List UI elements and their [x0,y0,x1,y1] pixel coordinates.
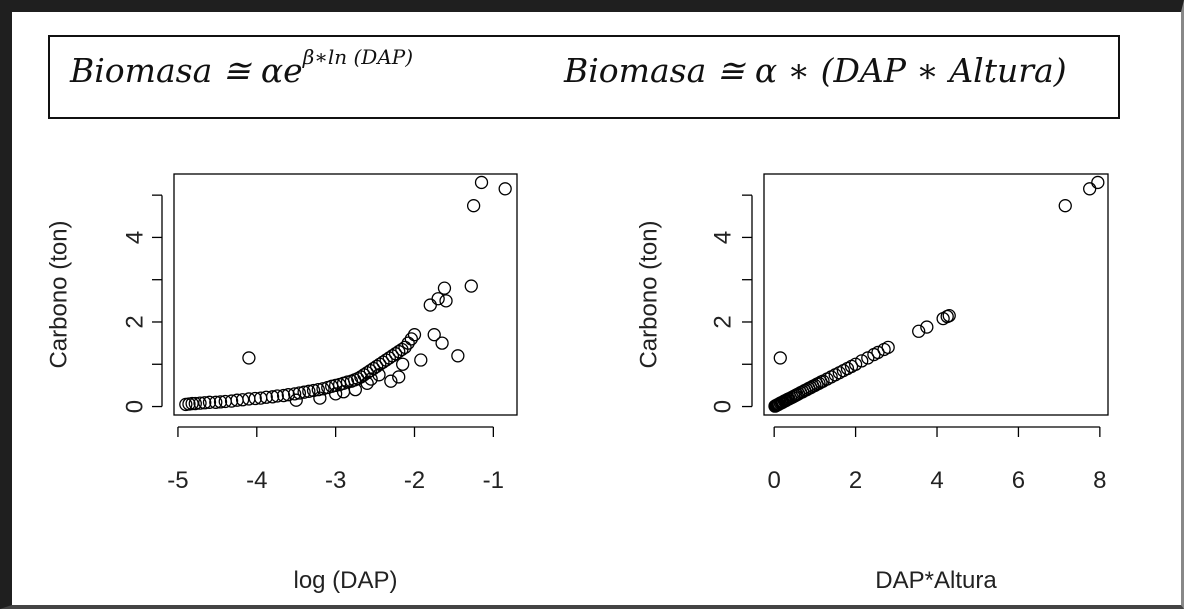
y-tick-label: 0 [709,400,736,413]
x-tick-label: 6 [1012,467,1025,494]
data-point [265,390,280,404]
x-tick-label: -5 [167,467,188,494]
data-point [276,388,291,403]
x-tick-label: -2 [404,467,425,494]
data-point [427,328,441,342]
data-point [328,387,343,401]
data-point [855,354,869,368]
data-point [372,368,386,382]
data-point [435,336,449,350]
y-tick-label: 4 [709,231,736,244]
data-point [209,395,223,409]
data-point [364,372,378,386]
x-axis-title: log (DAP) [293,567,397,594]
formula-box: Biomasa ≅ αeβ∗ln (DAP) Biomasa ≅ α ∗ (DA… [48,35,1120,119]
x-tick-label: -3 [325,467,346,494]
data-point [316,382,330,396]
data-point [287,387,302,401]
data-point [912,324,926,338]
y-tick-label: 4 [121,231,148,244]
data-point [198,396,212,410]
data-point [407,328,422,342]
data-point [431,292,445,306]
data-point [1083,182,1097,196]
data-point [1091,175,1105,190]
data-point [437,281,452,295]
data-point [466,199,481,213]
x-axis-title: DAP*Altura [875,567,997,594]
data-point [401,336,415,350]
data-point [1058,199,1072,213]
data-point [392,370,406,384]
data-point [336,385,351,399]
data-point [259,390,273,404]
data-point [213,395,228,409]
y-tick-label: 0 [121,400,148,413]
x-tick-label: 2 [849,467,862,494]
data-point [464,279,478,293]
x-tick-label: -1 [483,467,504,494]
scatter-chart-dap-altura: 0 2 4 6 8 0 2 4 DAP*Altura Carbono (ton) [635,173,1109,594]
data-point [193,396,207,410]
data-point [423,298,437,312]
data-point [185,396,199,411]
data-point [398,340,412,355]
plot-frame [173,173,518,416]
data-point [248,391,262,406]
data-point [202,395,217,409]
data-point [498,182,512,196]
data-point [302,384,316,398]
data-point [451,349,465,363]
data-point [348,382,363,397]
data-point [360,376,374,390]
data-point [396,357,410,371]
data-point [242,351,256,365]
x-tick-label: 8 [1093,467,1106,494]
scatter-chart-log-dap: -5 -4 -3 -2 -1 0 2 4 log (DAP) Carbono (ton) [45,173,518,594]
data-point [439,294,453,308]
x-tick-label: 0 [767,467,780,494]
data-point [289,393,303,407]
data-point [292,386,307,400]
plot-frame [763,173,1109,416]
data-point [384,374,398,388]
x-tick-label: -4 [246,467,267,494]
formula-exponential: Biomasa ≅ αeβ∗ln (DAP) [70,45,413,90]
y-axis-title: Carbono (ton) [635,220,662,368]
data-point [474,175,489,190]
data-point [773,351,787,365]
data-point [188,396,202,411]
y-tick-label: 2 [709,315,736,328]
data-point [942,308,956,323]
data-point [404,332,418,346]
data-point [313,391,327,405]
data-point [235,393,250,407]
data-point [270,389,284,403]
data-point [311,382,325,397]
formula-exponential-base: Biomasa ≅ αe [70,51,303,90]
y-tick-label: 2 [121,315,148,328]
data-point [224,394,239,408]
formula-linear: Biomasa ≅ α ∗ (DAP ∗ Altura) [564,51,1067,90]
formula-exponent: β∗ln (DAP) [302,45,414,69]
data-point [297,385,311,399]
y-axis-title: Carbono (ton) [45,220,72,368]
data-point [881,340,895,355]
data-point [414,353,428,367]
x-tick-label: 4 [930,467,943,494]
data-point [920,320,934,334]
